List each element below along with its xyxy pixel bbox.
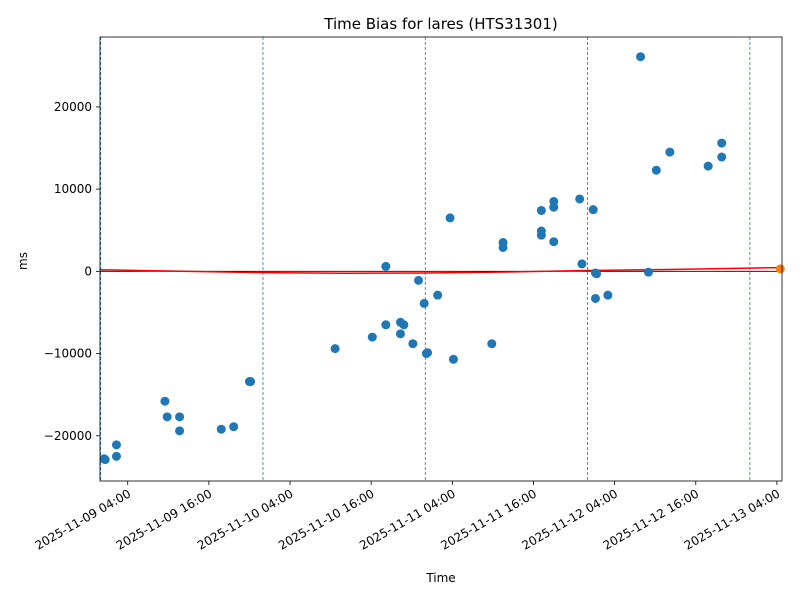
data-point: [717, 138, 727, 148]
data-point: [575, 194, 585, 204]
data-point: [367, 332, 377, 342]
data-point: [549, 237, 559, 247]
data-point: [246, 377, 256, 387]
latest-data-point: [775, 264, 785, 274]
data-point: [651, 165, 661, 175]
y-tick-label: 0: [84, 264, 92, 278]
data-point: [175, 412, 185, 422]
y-tick-label: −20000: [44, 429, 92, 443]
x-axis-label: Time: [425, 571, 455, 585]
data-point: [445, 213, 455, 223]
y-tick-label: 10000: [54, 182, 92, 196]
y-tick-label: −10000: [44, 347, 92, 361]
data-point: [577, 259, 587, 269]
data-point: [399, 320, 409, 330]
data-point: [100, 455, 110, 465]
data-point: [536, 205, 546, 215]
data-point: [381, 320, 391, 330]
data-point: [592, 269, 602, 279]
data-point: [175, 426, 185, 436]
data-point: [408, 339, 418, 349]
data-point: [433, 290, 443, 300]
data-point: [419, 298, 429, 308]
data-point: [588, 205, 598, 215]
data-point: [703, 161, 713, 171]
data-point: [717, 152, 727, 162]
chart-title: Time Bias for lares (HTS31301): [323, 15, 558, 33]
data-point: [395, 329, 405, 339]
data-point: [636, 52, 646, 62]
data-point: [330, 344, 340, 354]
data-point: [162, 412, 172, 422]
data-point: [487, 339, 497, 349]
data-point: [536, 230, 546, 240]
plot-frame: [99, 36, 783, 482]
data-point: [111, 451, 121, 461]
data-point: [603, 290, 613, 300]
y-tick-label: 20000: [54, 100, 92, 114]
data-point: [216, 424, 226, 434]
y-axis-label: ms: [16, 252, 30, 270]
data-point: [448, 354, 458, 364]
data-point: [665, 147, 675, 157]
data-point: [111, 440, 121, 450]
data-point: [423, 348, 433, 358]
fit-line: [99, 266, 781, 274]
data-point: [381, 261, 391, 271]
data-point: [498, 242, 508, 252]
data-point: [549, 202, 559, 212]
data-point: [229, 422, 239, 432]
data-point: [160, 396, 170, 406]
data-point: [414, 275, 424, 285]
data-point: [643, 267, 653, 277]
data-point: [590, 293, 600, 303]
